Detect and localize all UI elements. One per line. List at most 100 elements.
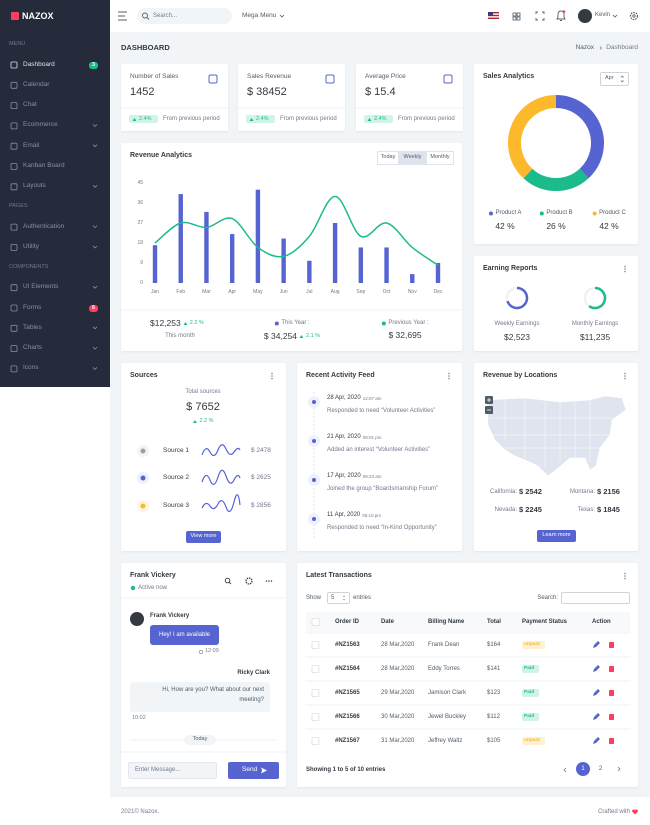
menu-badge (89, 61, 98, 69)
legend-label: Product B (546, 210, 573, 216)
source-value: $ 2625 (251, 473, 271, 481)
menu-item[interactable]: Chat (23, 101, 37, 109)
page-number[interactable]: 1 (581, 765, 585, 772)
table-cell: Frank Dean (428, 641, 460, 648)
menu-item[interactable]: Charts (23, 344, 43, 352)
column-header: Billing Name (428, 618, 465, 625)
menu-item[interactable]: Layouts (23, 182, 46, 190)
tab-label: Weekly (403, 154, 422, 161)
change-badge (246, 115, 275, 123)
message-input[interactable] (128, 762, 217, 779)
menu-item[interactable]: Calendar (23, 80, 50, 88)
month-select-value: Apr (605, 75, 614, 82)
location-label: Nevada: (494, 506, 517, 513)
summary-row: $ 34,254 2.1 % (264, 330, 320, 342)
sidebar-below (0, 387, 110, 825)
search-box[interactable] (137, 8, 232, 24)
sidebar (0, 0, 110, 387)
tab-button[interactable] (426, 151, 454, 165)
location-value: $ 2245 (519, 504, 542, 514)
footer (110, 797, 650, 825)
summary-row: $12,253 2.2 % (150, 317, 204, 329)
stat-value: $ 15.4 (365, 85, 396, 98)
stat-label: Average Price (365, 72, 406, 80)
location-value: $ 2156 (597, 486, 620, 496)
tab-button[interactable] (377, 151, 399, 165)
stat-label: Number of Sales (130, 72, 179, 80)
change-text: 2.4% (256, 116, 269, 122)
menu-item[interactable]: UI Elements (23, 283, 59, 291)
legend-label: Product A (495, 210, 522, 216)
up-arrow (192, 419, 197, 423)
menu-item[interactable]: Dashboard (23, 60, 55, 68)
x-tick-label: Jun (279, 288, 288, 295)
send-button[interactable] (228, 762, 279, 779)
menu-item[interactable]: Ecommerce (23, 121, 58, 129)
value-label: 42 % (495, 221, 515, 232)
menu-item[interactable]: Utility (23, 242, 39, 250)
page-size-select[interactable] (327, 592, 350, 604)
table-search[interactable] (561, 592, 630, 604)
date: 17 Apr, 2020 (327, 473, 361, 479)
y-tick-label: 18 (137, 239, 143, 246)
y-tick-label: 45 (137, 179, 143, 186)
menu-item[interactable]: Icons (23, 364, 39, 372)
breadcrumb-item[interactable]: Nazox (575, 43, 594, 51)
menu-item[interactable]: Authentication (23, 222, 65, 230)
legend-dot (381, 321, 386, 325)
source-value: $ 2856 (251, 501, 271, 509)
legend-dot (488, 211, 493, 215)
summary-value: $12,253 (150, 318, 181, 328)
y-tick-label: 27 (137, 219, 143, 226)
table-cell: Jamison Clark (428, 689, 467, 696)
summary-value: $ 34,254 (263, 331, 298, 341)
status-text: Paid (524, 713, 535, 719)
table-header (306, 612, 630, 632)
summary-label: This Year : (281, 320, 310, 326)
total-value: $ 7652 (186, 400, 220, 413)
legend-dot (539, 211, 544, 215)
summary-value: $ 32,695 (388, 330, 422, 341)
date: 28 Apr, 2020 (327, 395, 361, 401)
month-select[interactable] (600, 72, 629, 86)
view-more-button[interactable] (186, 531, 221, 543)
page-number[interactable]: 2 (598, 765, 603, 772)
menu-item[interactable]: Tables (23, 323, 42, 331)
learn-more-button[interactable] (537, 530, 576, 542)
summary-row: This Year : (274, 319, 310, 327)
show-label: Show (306, 594, 322, 601)
sales-analytics-card (474, 64, 638, 244)
table-cell: Jewel Buckley (428, 713, 467, 720)
x-tick-label: Jan (150, 288, 160, 295)
menu-item[interactable]: Kanban Board (23, 162, 65, 170)
x-tick-label: Feb (176, 288, 186, 295)
card-title: Earning Reports (483, 265, 538, 273)
mega-menu[interactable]: Mega Menu (242, 11, 277, 19)
x-tick-label: Dec (433, 288, 443, 295)
activity-date: 28 Apr, 2020 12:07 am (327, 394, 381, 402)
message-author: Ricky Clark (237, 669, 270, 676)
breadcrumb-item: Dashboard (606, 43, 638, 51)
tab-label: Monthly (430, 154, 450, 161)
x-tick-label: Oct (382, 288, 391, 295)
message-bubble (150, 625, 219, 645)
activity-card (297, 363, 462, 551)
value-label: 42 % (599, 221, 619, 232)
menu-badge-text: 3 (92, 61, 95, 68)
x-tick-label: Mar (202, 288, 211, 295)
summary-row: Previous Year : (381, 319, 429, 327)
x-tick-label: Jul (306, 288, 313, 295)
legend-label: Product C (599, 210, 626, 216)
table-cell: 29 Mar,2020 (381, 689, 415, 696)
table-cell: 31 Mar,2020 (381, 737, 415, 744)
earning-card (474, 256, 638, 351)
tab-button[interactable] (399, 151, 426, 165)
time: 12:07 am (362, 395, 382, 401)
source-label: Source 3 (163, 501, 190, 509)
up-arrow (367, 117, 372, 121)
menu-item[interactable]: Email (23, 141, 40, 149)
activity-text: Responded to need “In-Kind Opportunity” (327, 524, 437, 531)
user-name[interactable]: Kevin (595, 12, 611, 19)
time: 05:10 pm (362, 512, 382, 518)
menu-item[interactable]: Forms (23, 303, 42, 311)
